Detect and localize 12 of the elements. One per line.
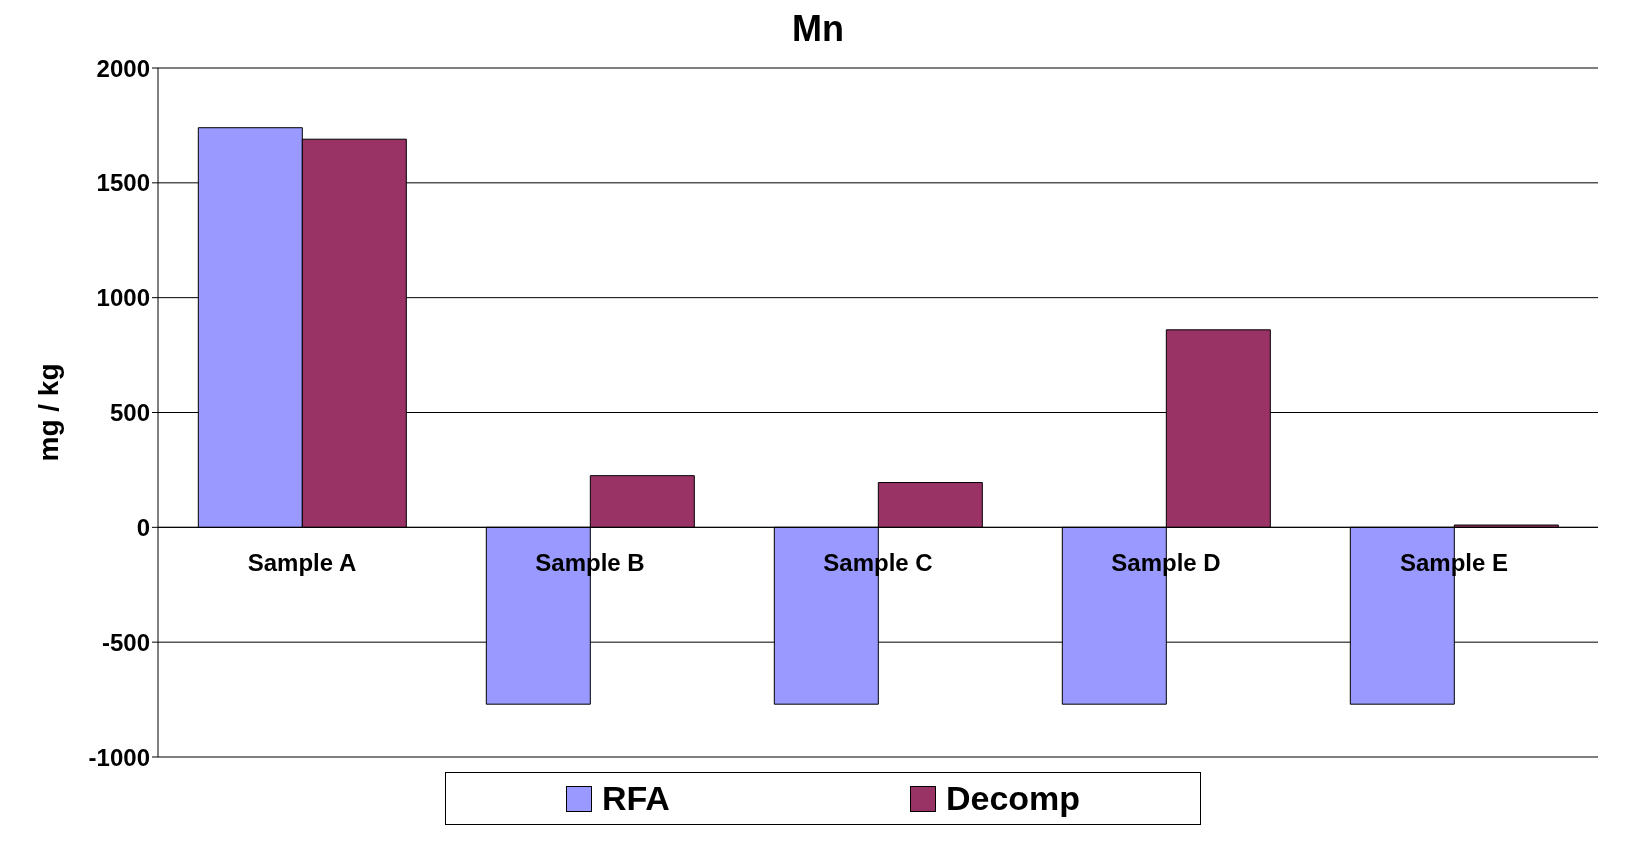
legend-label: Decomp [944, 779, 1081, 818]
y-tick-label: 500 [109, 399, 150, 427]
y-tick-label: -500 [101, 628, 150, 656]
x-tick-label: Sample A [247, 549, 357, 576]
legend-label: RFA [600, 779, 670, 818]
y-tick-label: 2000 [96, 54, 150, 82]
y-tick-label: 1000 [96, 284, 150, 312]
y-axis-title: mg / kg [32, 363, 64, 462]
y-tick-label: 0 [136, 513, 150, 541]
chart-title: Mn [791, 8, 845, 49]
y-tick-label: -1000 [88, 743, 150, 771]
y-tick-label: 1500 [96, 169, 150, 197]
